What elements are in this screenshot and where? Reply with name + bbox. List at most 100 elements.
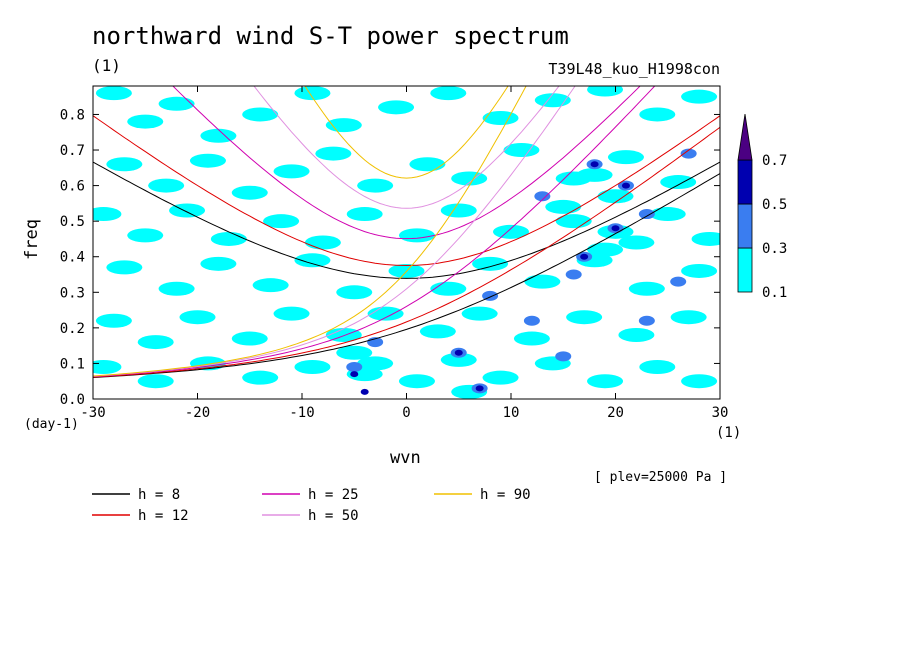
spectral-blob-108	[621, 182, 630, 189]
spectral-blob-71	[294, 359, 331, 374]
y-tick-label: 0.0	[60, 392, 85, 408]
spectral-blob-20	[357, 178, 394, 193]
spectral-blob-44	[252, 278, 289, 293]
spectral-blob-57	[231, 331, 268, 346]
spectral-blob-39	[649, 207, 686, 222]
dispersion-curve-h50-ig1	[253, 86, 560, 209]
spectral-blob-74	[440, 352, 477, 367]
spectral-blob-23	[503, 143, 540, 158]
spectral-blob-4	[242, 107, 279, 122]
spectral-blob-45	[294, 253, 331, 268]
spectral-blob-7	[378, 100, 415, 115]
legend-label-h12: h = 12	[138, 508, 189, 524]
spectral-blob-106	[454, 349, 463, 356]
spectral-blob-11	[587, 86, 624, 97]
dispersion-curve-h12-ig1	[93, 115, 720, 267]
spectral-blob-53	[681, 263, 718, 278]
spectral-blob-97	[680, 148, 697, 159]
colorbar-segment-1	[737, 203, 753, 249]
spectral-blob-68	[137, 374, 174, 389]
spectral-blob-58	[273, 306, 310, 321]
spectral-blob-105	[350, 371, 359, 378]
spectral-blob-85	[555, 214, 592, 229]
x-tick-label: -10	[289, 405, 314, 421]
colorbar-segment-0	[737, 247, 753, 293]
spectral-blob-67	[93, 359, 122, 374]
spectral-blob-5	[294, 86, 331, 101]
spectral-shading	[93, 86, 720, 399]
y-axis-unit: (day-1)	[24, 417, 79, 432]
spectral-blob-55	[137, 335, 174, 350]
spectral-blob-2	[158, 96, 195, 111]
dispersion-curves	[93, 86, 720, 378]
spectral-blob-62	[461, 306, 498, 321]
spectral-blob-1	[127, 114, 164, 129]
y-tick-label: 0.1	[60, 356, 85, 372]
spectral-blob-8	[430, 86, 467, 101]
spectral-blob-17	[231, 185, 268, 200]
spectral-blob-52	[628, 281, 665, 296]
dispersion-curve-h8-low	[93, 173, 720, 378]
legend-label-h50: h = 50	[308, 508, 359, 524]
colorbar-label: 0.7	[762, 153, 787, 169]
spectral-blob-78	[639, 359, 676, 374]
spectral-blob-30	[210, 231, 247, 246]
spectral-blob-19	[315, 146, 352, 161]
spectral-blob-21	[409, 157, 446, 172]
spectral-blob-50	[524, 274, 561, 289]
pressure-level-annotation: [ plev=25000 Pa ]	[594, 470, 728, 485]
spectral-blob-70	[242, 370, 279, 385]
y-tick-label: 0.5	[60, 214, 85, 230]
spectral-blob-13	[681, 89, 718, 104]
spectral-blob-18	[273, 164, 310, 179]
spectral-blob-109	[611, 225, 620, 232]
y-tick-label: 0.6	[60, 179, 85, 195]
spectral-blob-88	[346, 361, 363, 372]
spectral-blob-98	[534, 191, 551, 202]
spectral-blob-54	[95, 313, 132, 328]
dispersion-curve-h12-low	[93, 126, 720, 378]
spectral-blob-104	[555, 351, 572, 362]
x-tick-label: 10	[503, 405, 520, 421]
spectral-blob-6	[325, 118, 362, 133]
colorbar-label: 0.1	[762, 285, 787, 301]
units-label: (1)	[92, 56, 121, 75]
spectral-blob-27	[93, 207, 122, 222]
spectral-blob-96	[565, 269, 582, 280]
spectral-blob-63	[513, 331, 550, 346]
spectral-blob-10	[534, 93, 571, 108]
spectral-blob-79	[681, 374, 718, 389]
spectral-blob-60	[367, 306, 404, 321]
spectral-blob-26	[660, 175, 697, 190]
colorbar-label: 0.3	[762, 241, 787, 257]
spectral-blob-28	[127, 228, 164, 243]
x-tick-label: 20	[607, 405, 624, 421]
spectral-blob-103	[638, 315, 655, 326]
spectral-blob-48	[430, 281, 467, 296]
spectral-blob-36	[493, 224, 529, 239]
spectral-blob-31	[263, 214, 300, 229]
spectral-blob-14	[106, 157, 143, 172]
spectral-blob-22	[451, 171, 488, 186]
x-tick-label: 0	[402, 405, 410, 421]
y-tick-label: 0.8	[60, 107, 85, 123]
spectral-blob-84	[597, 189, 634, 204]
spectral-blob-75	[482, 370, 519, 385]
spectral-blob-32	[304, 235, 341, 250]
y-tick-label: 0.4	[60, 250, 85, 266]
spectral-blob-111	[360, 388, 369, 395]
spectral-blob-42	[158, 281, 195, 296]
spectral-blob-101	[523, 315, 540, 326]
legend-label-h25: h = 25	[308, 487, 359, 503]
spectral-blob-102	[670, 276, 687, 287]
spectral-blob-87	[587, 242, 624, 257]
spectral-blob-86	[618, 235, 655, 250]
spectral-blob-56	[179, 310, 216, 325]
spectral-blob-80	[336, 345, 373, 360]
colorbar-extend-arrow	[737, 113, 753, 161]
legend-label-h90: h = 90	[480, 487, 531, 503]
x-tick-label: -20	[185, 405, 210, 421]
colorbar-label: 0.5	[762, 197, 787, 213]
x-axis-label: wvn	[390, 448, 421, 468]
